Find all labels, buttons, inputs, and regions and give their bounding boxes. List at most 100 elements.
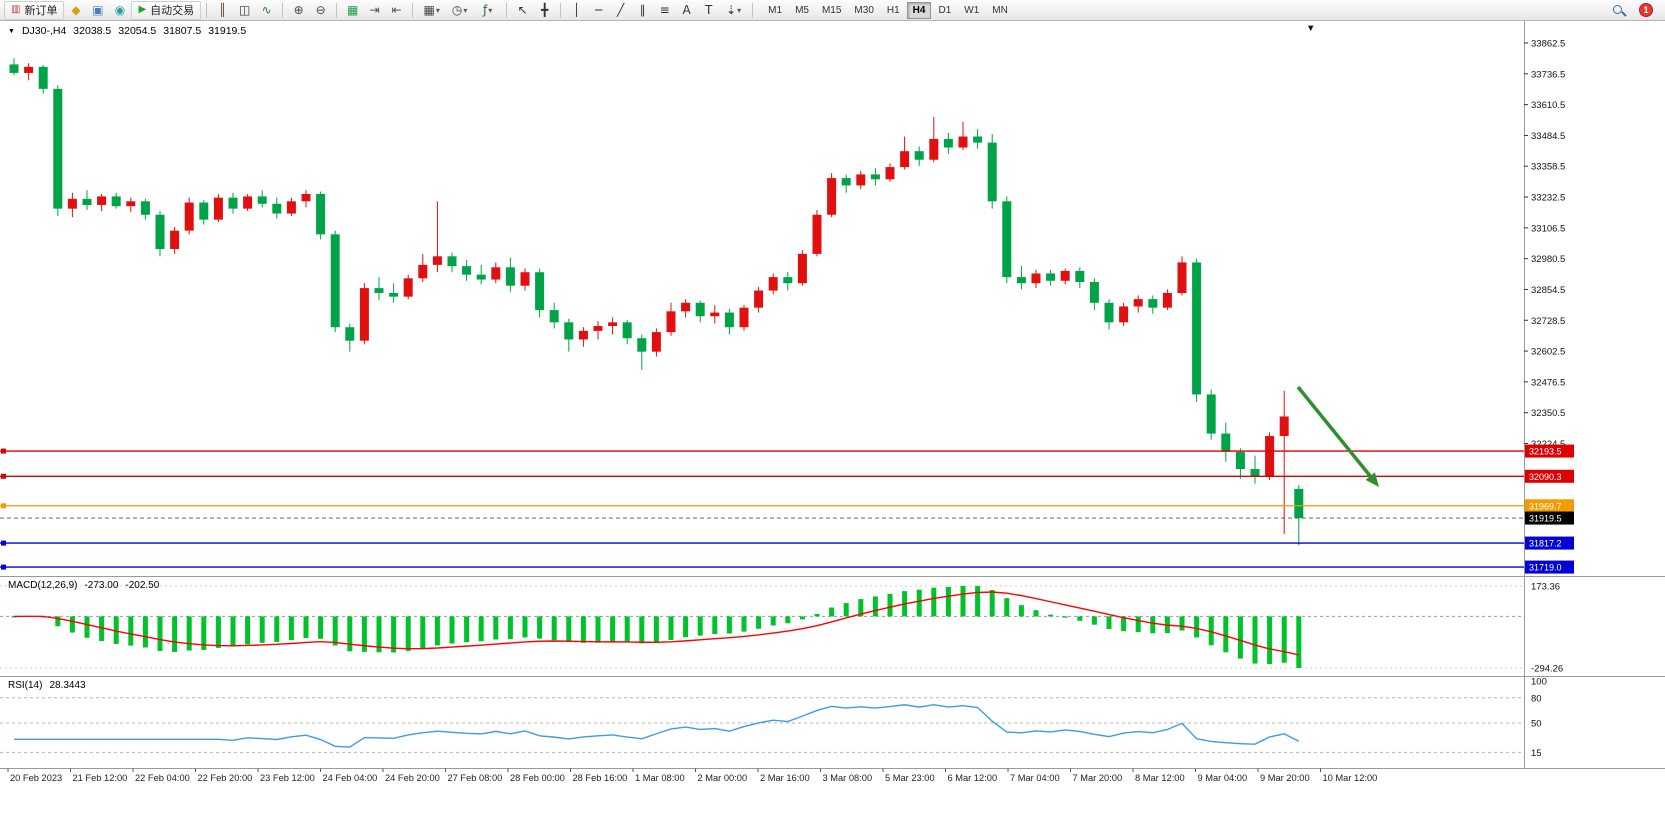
candle-body: [724, 312, 734, 328]
new-chart-dropdown-glyph: ▦: [423, 3, 435, 17]
vertical-line-icon[interactable]: │: [566, 2, 587, 19]
candle-body: [111, 196, 121, 207]
candle-body: [82, 198, 92, 205]
time-tick-label: 27 Feb 08:00: [448, 773, 503, 783]
candle-body: [651, 332, 661, 352]
toolbar-separator: [282, 2, 284, 18]
candle-body: [491, 267, 501, 280]
candle-body: [389, 293, 399, 297]
candle-body: [1192, 262, 1202, 395]
symbol-dropdown-caret[interactable]: ▼: [8, 27, 15, 35]
chart-shift-icon[interactable]: ⇤: [386, 2, 407, 19]
candle-body: [1250, 469, 1260, 477]
candle-body: [301, 193, 311, 202]
timeframe-m30[interactable]: M30: [854, 4, 874, 16]
candle-body: [403, 278, 413, 297]
candle-body: [155, 214, 165, 249]
candle-body: [330, 234, 340, 328]
macd-bar: [595, 616, 601, 643]
candlestick-chart-icon[interactable]: ◫: [234, 2, 255, 19]
timeframe-h4[interactable]: H4: [906, 1, 932, 19]
price-badge: [1525, 444, 1574, 458]
trendline-icon[interactable]: ╱: [610, 2, 631, 19]
macd-bar: [551, 616, 557, 641]
timeframe-m5[interactable]: M5: [795, 4, 809, 16]
candle-body: [9, 64, 19, 73]
time-tick-label: 28 Feb 16:00: [573, 773, 628, 783]
timeframe-w1[interactable]: W1: [964, 4, 980, 16]
tile-windows-icon-glyph: ▦: [346, 3, 359, 17]
cursor-icon[interactable]: ↖: [512, 2, 533, 19]
new-order-button[interactable]: ▥ 新订单: [4, 0, 65, 20]
macd-bar: [1267, 616, 1273, 665]
timeframe-d1[interactable]: D1: [938, 4, 952, 16]
macd-bar: [391, 616, 397, 653]
timeframe-m15[interactable]: M15: [821, 4, 842, 16]
search-icon[interactable]: [1611, 3, 1627, 18]
candle-body: [622, 322, 632, 339]
zoom-out-icon[interactable]: ⊖: [310, 2, 331, 19]
candle-body: [126, 201, 136, 207]
auto-scroll-icon[interactable]: ⇥: [364, 2, 385, 19]
new-chart-dropdown[interactable]: ▦ ▾: [418, 2, 445, 19]
timeframe-m1[interactable]: M1: [768, 4, 783, 16]
sync-icon[interactable]: ◉: [109, 2, 130, 19]
candle-body: [199, 202, 209, 220]
macd-bar: [858, 599, 864, 617]
candle-body: [827, 178, 837, 215]
price-tick-label: 32476.5: [1531, 377, 1565, 388]
coins-icon[interactable]: ◆: [65, 2, 86, 19]
candle-body: [987, 142, 997, 202]
periods-dropdown-glyph: ◷: [451, 3, 463, 17]
macd-bar: [464, 616, 470, 643]
price-tick-label: 32854.5: [1531, 285, 1565, 296]
community-icon-glyph: ▣: [92, 3, 104, 17]
toolbar-separator: [560, 2, 562, 18]
label-icon[interactable]: T: [698, 2, 719, 19]
channel-icon[interactable]: ∥: [632, 2, 653, 19]
macd-bar: [785, 616, 791, 624]
search-handle: [1621, 11, 1627, 17]
price-tick-label: 32602.5: [1531, 347, 1565, 358]
candle-body: [856, 174, 866, 186]
notification-badge[interactable]: 1: [1639, 3, 1653, 17]
arrows-dropdown[interactable]: ⇣ ▾: [720, 2, 747, 19]
tile-windows-icon[interactable]: ▦: [342, 2, 363, 19]
time-tick-label: 7 Mar 04:00: [1010, 773, 1060, 783]
candle-body: [710, 312, 720, 317]
indicators-dropdown[interactable]: ƒ ▾: [474, 2, 501, 19]
crosshair-icon[interactable]: ╋: [534, 2, 555, 19]
time-tick-label: 9 Mar 04:00: [1198, 773, 1248, 783]
macd-bar: [580, 616, 586, 643]
macd-bar: [741, 616, 747, 632]
text-icon[interactable]: A: [676, 2, 697, 19]
timeframe-mn[interactable]: MN: [992, 4, 1008, 16]
macd-bar: [1296, 616, 1302, 668]
line-chart-icon[interactable]: ∿: [256, 2, 277, 19]
price-tick-label: 32980.5: [1531, 254, 1565, 265]
macd-bar: [887, 593, 893, 617]
bar-chart-icon[interactable]: ║: [212, 2, 233, 19]
candle-body: [1104, 302, 1114, 323]
timeframe-h1[interactable]: H1: [886, 4, 900, 16]
candle-body: [637, 338, 647, 352]
macd-scale-min: -294.26: [1531, 664, 1563, 675]
price-badge-label: 31719.0: [1529, 563, 1562, 573]
periods-dropdown[interactable]: ◷ ▾: [446, 2, 473, 19]
toolbar-separator: [752, 2, 754, 18]
macd-bar: [376, 616, 382, 653]
community-icon[interactable]: ▣: [87, 2, 108, 19]
horizontal-line-icon[interactable]: ─: [588, 2, 609, 19]
fibonacci-icon[interactable]: ≡: [654, 2, 675, 19]
price-badge-label: 31817.2: [1529, 539, 1562, 549]
autotrading-button[interactable]: ▶ 自动交易: [131, 0, 202, 20]
macd-bar: [712, 616, 718, 635]
macd-bar: [142, 616, 148, 648]
macd-bar: [653, 616, 659, 643]
zoom-in-icon[interactable]: ⊕: [288, 2, 309, 19]
macd-bar: [1179, 616, 1185, 631]
time-tick-label: 21 Feb 12:00: [73, 773, 128, 783]
trend-arrow[interactable]: [1296, 385, 1373, 479]
candle-body: [418, 264, 428, 279]
